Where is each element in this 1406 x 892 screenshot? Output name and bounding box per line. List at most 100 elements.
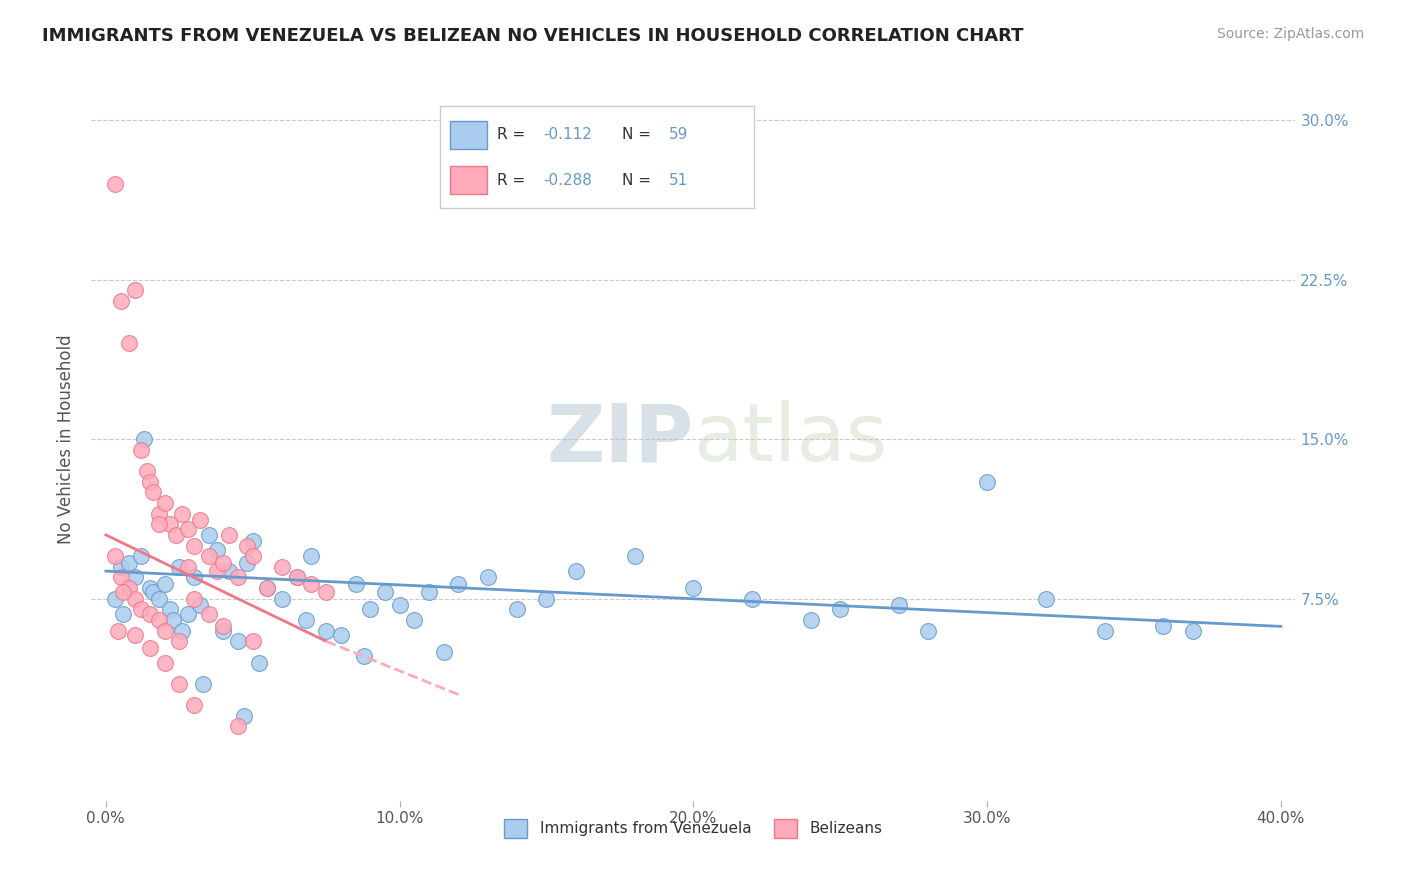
Point: [506, 602, 529, 616]
Point: [162, 613, 184, 627]
Point: [177, 522, 200, 536]
Point: [132, 432, 155, 446]
Point: [800, 613, 823, 627]
Point: [285, 570, 308, 584]
Point: [124, 628, 146, 642]
Point: [104, 591, 127, 606]
Point: [682, 581, 704, 595]
Point: [183, 698, 205, 713]
Point: [359, 602, 381, 616]
Point: [110, 570, 132, 584]
Text: Source: ZipAtlas.com: Source: ZipAtlas.com: [1216, 27, 1364, 41]
Point: [197, 549, 219, 564]
Point: [148, 517, 170, 532]
Point: [183, 570, 205, 584]
Point: [1152, 619, 1174, 633]
Text: IMMIGRANTS FROM VENEZUELA VS BELIZEAN NO VEHICLES IN HOUSEHOLD CORRELATION CHART: IMMIGRANTS FROM VENEZUELA VS BELIZEAN NO…: [42, 27, 1024, 45]
Point: [197, 528, 219, 542]
Point: [212, 556, 235, 570]
Point: [226, 570, 249, 584]
Point: [124, 591, 146, 606]
Point: [139, 640, 162, 655]
Point: [142, 485, 165, 500]
Point: [212, 619, 235, 633]
Legend: Immigrants from Venezuela, Belizeans: Immigrants from Venezuela, Belizeans: [498, 813, 889, 844]
Point: [153, 656, 176, 670]
Point: [207, 564, 229, 578]
Point: [226, 719, 249, 733]
Point: [329, 628, 352, 642]
Text: ZIP: ZIP: [546, 401, 693, 478]
Point: [218, 564, 240, 578]
Point: [1094, 624, 1116, 638]
Point: [177, 607, 200, 621]
Point: [256, 581, 278, 595]
Point: [191, 677, 214, 691]
Point: [129, 442, 152, 457]
Point: [112, 585, 135, 599]
Point: [165, 528, 187, 542]
Point: [172, 507, 194, 521]
Point: [294, 613, 316, 627]
Point: [388, 598, 411, 612]
Point: [110, 559, 132, 574]
Point: [536, 591, 558, 606]
Point: [404, 613, 426, 627]
Point: [285, 570, 308, 584]
Point: [169, 677, 191, 691]
Point: [226, 634, 249, 648]
Point: [218, 528, 240, 542]
Point: [301, 549, 323, 564]
Y-axis label: No Vehicles in Household: No Vehicles in Household: [58, 334, 75, 544]
Point: [477, 570, 499, 584]
Point: [153, 577, 176, 591]
Point: [118, 336, 141, 351]
Point: [623, 549, 645, 564]
Point: [212, 624, 235, 638]
Point: [315, 585, 337, 599]
Point: [247, 656, 270, 670]
Point: [104, 549, 127, 564]
Point: [197, 607, 219, 621]
Point: [139, 475, 162, 489]
Point: [315, 624, 337, 638]
Point: [124, 570, 146, 584]
Point: [741, 591, 763, 606]
Point: [188, 513, 211, 527]
Point: [136, 464, 159, 478]
Point: [177, 559, 200, 574]
Point: [104, 177, 127, 191]
Point: [188, 598, 211, 612]
Point: [148, 613, 170, 627]
Point: [917, 624, 939, 638]
Point: [169, 634, 191, 648]
Point: [112, 607, 135, 621]
Point: [142, 585, 165, 599]
Point: [242, 534, 264, 549]
Point: [232, 708, 254, 723]
Point: [447, 577, 470, 591]
Point: [183, 591, 205, 606]
Point: [887, 598, 910, 612]
Point: [172, 624, 194, 638]
Point: [344, 577, 367, 591]
Point: [271, 591, 294, 606]
Point: [301, 577, 323, 591]
Point: [374, 585, 396, 599]
Point: [107, 624, 129, 638]
Point: [353, 649, 375, 664]
Point: [148, 507, 170, 521]
Point: [236, 556, 259, 570]
Point: [242, 634, 264, 648]
Point: [124, 283, 146, 297]
Point: [118, 581, 141, 595]
Point: [129, 549, 152, 564]
Point: [418, 585, 440, 599]
Point: [236, 539, 259, 553]
Point: [242, 549, 264, 564]
Point: [129, 602, 152, 616]
Point: [169, 559, 191, 574]
Point: [256, 581, 278, 595]
Point: [433, 645, 456, 659]
Text: atlas: atlas: [693, 401, 887, 478]
